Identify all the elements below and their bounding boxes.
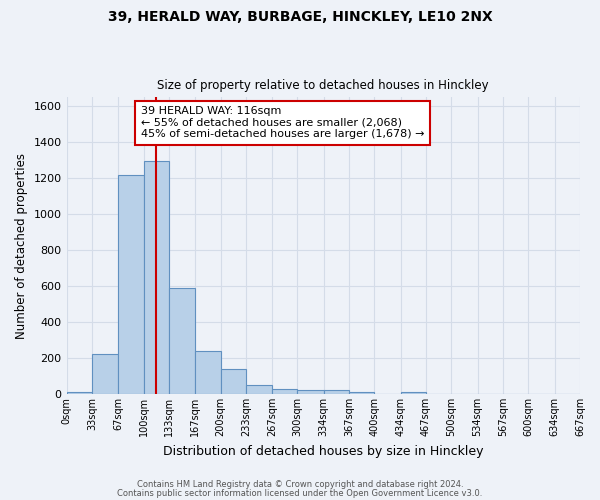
Text: 39 HERALD WAY: 116sqm
← 55% of detached houses are smaller (2,068)
45% of semi-d: 39 HERALD WAY: 116sqm ← 55% of detached … — [141, 106, 424, 140]
Bar — [169, 288, 195, 394]
Bar — [67, 392, 92, 394]
Bar — [143, 161, 169, 394]
Bar — [323, 390, 349, 394]
Title: Size of property relative to detached houses in Hinckley: Size of property relative to detached ho… — [157, 79, 489, 92]
X-axis label: Distribution of detached houses by size in Hinckley: Distribution of detached houses by size … — [163, 444, 484, 458]
Bar — [118, 174, 143, 394]
Text: Contains public sector information licensed under the Open Government Licence v3: Contains public sector information licen… — [118, 490, 482, 498]
Y-axis label: Number of detached properties: Number of detached properties — [15, 152, 28, 338]
Text: Contains HM Land Registry data © Crown copyright and database right 2024.: Contains HM Land Registry data © Crown c… — [137, 480, 463, 489]
Bar — [401, 392, 426, 394]
Text: 39, HERALD WAY, BURBAGE, HINCKLEY, LE10 2NX: 39, HERALD WAY, BURBAGE, HINCKLEY, LE10 … — [107, 10, 493, 24]
Bar — [272, 389, 298, 394]
Bar — [221, 369, 246, 394]
Bar — [349, 392, 374, 394]
Bar — [92, 354, 118, 394]
Bar — [195, 351, 221, 394]
Bar — [298, 390, 323, 394]
Bar — [246, 385, 272, 394]
